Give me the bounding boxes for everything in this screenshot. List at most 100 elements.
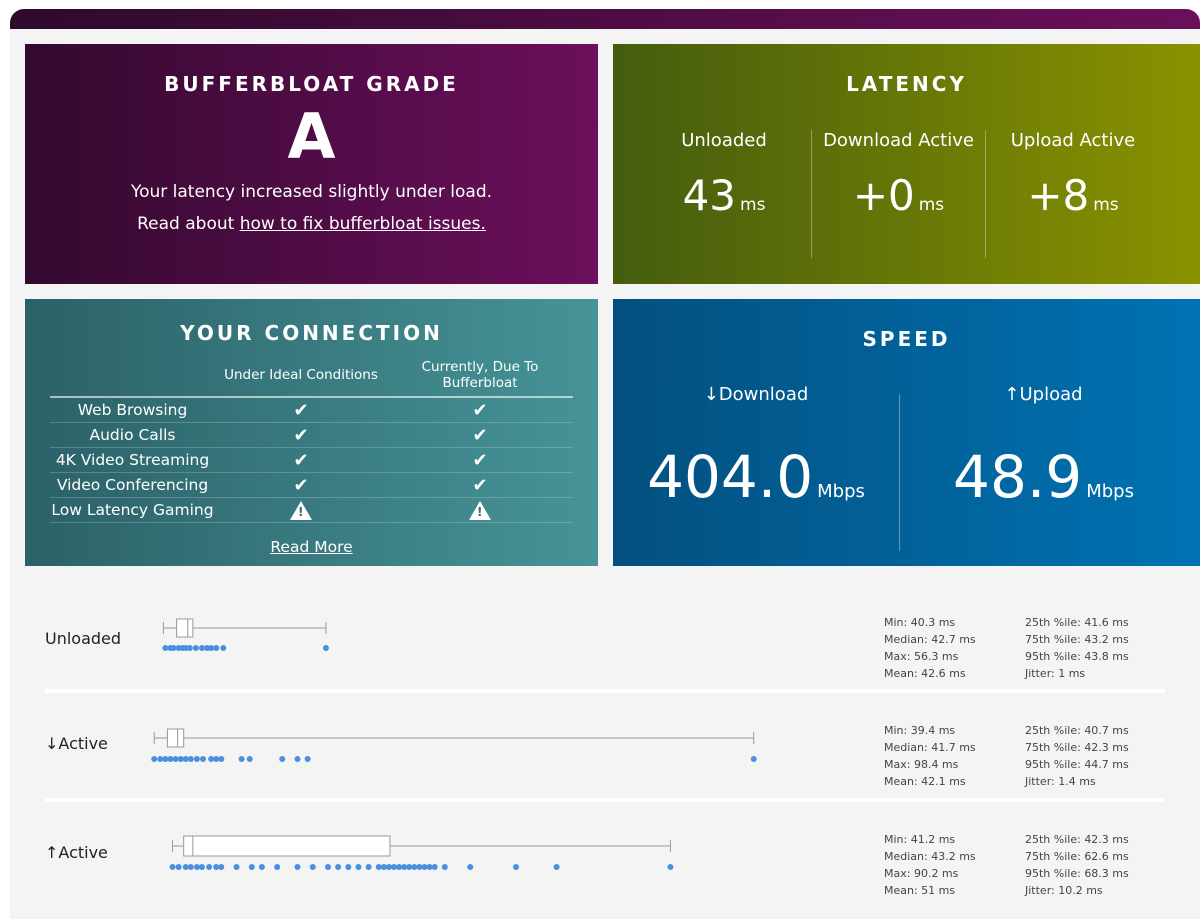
upload-number: 48.9: [953, 443, 1083, 511]
check-icon: ✔: [293, 424, 309, 446]
boxplot-label: ↓Active: [45, 734, 108, 753]
stat-line: 25th %ile: 40.7 ms: [1025, 724, 1129, 737]
grade-title: BUFFERBLOAT GRADE: [164, 72, 459, 96]
sample-point: [187, 864, 194, 870]
bufferbloat-grade-panel: BUFFERBLOAT GRADE A Your latency increas…: [25, 44, 598, 284]
latency-upload-active: Upload Active +8 ms: [986, 130, 1160, 220]
check-icon: ✔: [293, 474, 309, 496]
stat-line: Max: 98.4 ms: [884, 758, 959, 771]
current-status: ✔: [387, 397, 573, 423]
read-more-link[interactable]: Read More: [270, 538, 353, 556]
sample-point: [192, 645, 199, 651]
sample-point: [220, 645, 227, 651]
stat-line: Max: 56.3 ms: [884, 650, 959, 663]
up-arrow-icon: ↑: [45, 843, 59, 862]
stat-line: 75th %ile: 43.2 ms: [1025, 633, 1129, 646]
check-icon: ✔: [293, 399, 309, 421]
sample-point: [355, 864, 362, 870]
sample-point: [467, 864, 474, 870]
header-ideal: Under Ideal Conditions: [215, 359, 387, 398]
latency-unloaded: Unloaded 43 ms: [638, 130, 810, 220]
speed-divider: [899, 394, 900, 551]
latency-unloaded-value: 43 ms: [638, 171, 810, 220]
read-more-container: Read More: [25, 538, 598, 556]
sample-point: [182, 864, 189, 870]
sample-point: [177, 756, 184, 762]
stat-line: Mean: 51 ms: [884, 884, 956, 897]
grade-read-about: Read about how to fix bufferbloat issues…: [25, 214, 598, 234]
boxplot-separator: [45, 798, 1165, 802]
sample-point: [172, 756, 179, 762]
sample-point: [162, 756, 169, 762]
boxplot-label: Unloaded: [45, 629, 121, 648]
check-icon: ✔: [472, 424, 488, 446]
sample-point: [151, 756, 158, 762]
current-status: ✔: [387, 447, 573, 473]
sample-point: [198, 645, 205, 651]
latency-panel: LATENCY Unloaded 43 ms Download Active +0…: [613, 44, 1200, 284]
upload-label-text: Upload: [1019, 384, 1083, 405]
stat-line: Jitter: 1 ms: [1025, 667, 1086, 680]
warning-icon-glyph: !: [298, 504, 304, 519]
sample-point: [401, 864, 408, 870]
latency-upload-label: Upload Active: [1010, 130, 1136, 151]
stat-line: Min: 40.3 ms: [884, 616, 956, 629]
connection-panel: YOUR CONNECTION Under Ideal Conditions C…: [25, 299, 598, 566]
latency-download-value: +0 ms: [812, 171, 985, 220]
sample-point: [396, 864, 403, 870]
stat-line: 95th %ile: 68.3 ms: [1025, 867, 1129, 880]
ideal-status: ✔: [215, 447, 387, 473]
latency-divider: [811, 130, 812, 258]
boxplot-label-text: Unloaded: [45, 629, 122, 648]
sample-point: [200, 756, 206, 762]
connection-row: Low Latency Gaming!!: [50, 497, 573, 523]
sample-point: [512, 864, 519, 870]
fix-bufferbloat-link[interactable]: how to fix bufferbloat issues.: [239, 214, 486, 234]
sample-point: [426, 864, 433, 870]
stat-line: 75th %ile: 62.6 ms: [1025, 850, 1129, 863]
header-bar: [10, 9, 1200, 29]
boxplot-unloaded: Unloaded Min: 40.3 ms Median: 42.7 ms Max: …: [45, 604, 1165, 684]
activity-name: Low Latency Gaming: [50, 497, 215, 523]
check-icon: ✔: [472, 474, 488, 496]
stats-left: Min: 40.3 ms Median: 42.7 ms Max: 56.3 ms M…: [884, 614, 976, 682]
download-unit: Mbps: [817, 481, 865, 502]
sample-point: [170, 645, 177, 651]
sample-point: [213, 864, 220, 870]
boxplot-label-text: Active: [58, 734, 108, 753]
iqr-box: [183, 835, 391, 857]
speed-upload-value: 48.9 Mbps: [900, 443, 1187, 511]
sample-point: [213, 756, 220, 762]
speed-download-value: 404.0 Mbps: [613, 443, 899, 511]
current-status: !: [387, 497, 573, 523]
stats-right: 25th %ile: 42.3 ms 75th %ile: 62.6 ms 95th…: [1025, 831, 1129, 899]
sample-point: [406, 864, 413, 870]
connection-row: Video Conferencing ✔ ✔: [50, 472, 573, 498]
speed-upload-label: ↑Upload: [900, 384, 1187, 405]
stats-right: 25th %ile: 41.6 ms 75th %ile: 43.2 ms 95th…: [1025, 614, 1129, 682]
sample-point: [294, 756, 301, 762]
boxplot-chart: [162, 618, 329, 651]
stat-line: 25th %ile: 41.6 ms: [1025, 616, 1129, 629]
connection-row: Audio Calls ✔ ✔: [50, 422, 573, 448]
results-container: BUFFERBLOAT GRADE A Your latency increas…: [10, 9, 1200, 919]
read-about-prefix: Read about: [137, 214, 240, 234]
sample-point: [169, 864, 176, 870]
sample-point: [391, 864, 398, 870]
sample-point: [233, 864, 240, 870]
header-current: Currently, Due To Bufferbloat: [387, 359, 573, 398]
ideal-status: ✔: [215, 397, 387, 423]
latency-unloaded-label: Unloaded: [681, 130, 767, 151]
stat-line: Median: 41.7 ms: [884, 741, 976, 754]
latency-download-active: Download Active +0 ms: [812, 130, 985, 220]
sample-point: [553, 864, 560, 870]
activity-name: 4K Video Streaming: [50, 447, 215, 473]
latency-upload-unit: ms: [1093, 195, 1119, 215]
header-activity: [50, 359, 215, 398]
sample-point: [304, 756, 311, 762]
sample-point: [375, 864, 382, 870]
sample-point: [206, 864, 213, 870]
check-icon: ✔: [472, 399, 488, 421]
latency-unloaded-unit: ms: [740, 195, 766, 215]
latency-unloaded-number: 43: [682, 171, 737, 220]
